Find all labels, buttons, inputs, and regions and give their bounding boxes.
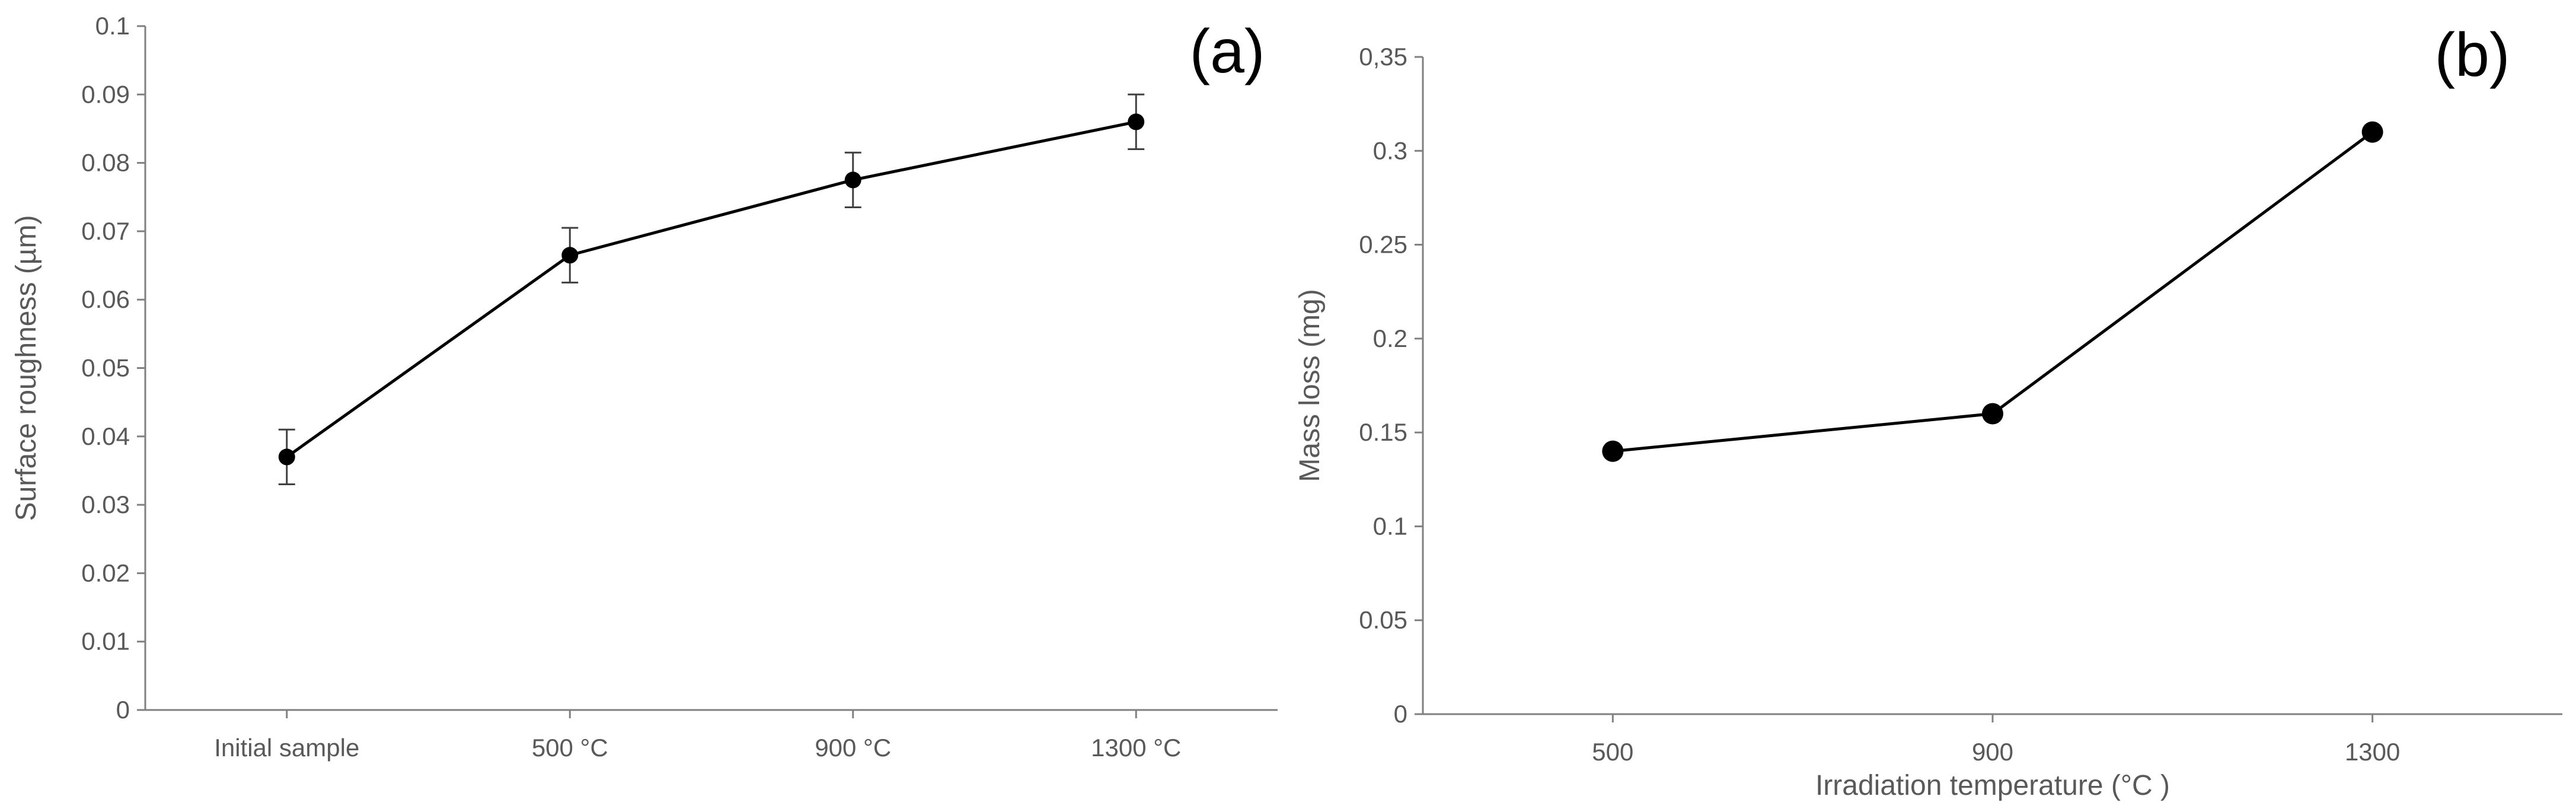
- y-axis-title: Surface roughness (µm): [11, 215, 42, 521]
- y-tick-label: 0,35: [1359, 43, 1407, 71]
- x-axis-title: Irradiation temperature (°C ): [1815, 770, 2170, 801]
- y-tick-label: 0.07: [81, 217, 130, 245]
- x-tick-label: 900 °C: [815, 734, 891, 762]
- data-point: [844, 171, 861, 189]
- y-tick-label: 0.15: [1359, 418, 1407, 446]
- y-tick-label: 0.05: [81, 354, 130, 382]
- y-tick-label: 0.1: [1373, 512, 1407, 540]
- data-point: [1128, 113, 1145, 130]
- panel-label: (a): [1189, 17, 1265, 86]
- y-tick-label: 0: [116, 696, 130, 724]
- y-tick-label: 0.2: [1373, 324, 1407, 352]
- y-tick-label: 0.01: [81, 628, 130, 655]
- chart-panel-a: 0 0.01 0.02 0.03 0.04 0.05 0.06 0.07 0.08 0.09 0.1…: [11, 12, 1278, 762]
- data-point: [2361, 121, 2383, 143]
- x-tick-label: 500: [1592, 738, 1633, 766]
- y-axis-title: Mass loss (mg): [1294, 289, 1326, 482]
- y-tick-label: 0.09: [81, 80, 130, 108]
- y-tick-label: 0.06: [81, 285, 130, 313]
- y-tick-label: 0.05: [1359, 606, 1407, 634]
- y-tick-label: 0.04: [81, 422, 130, 450]
- chart-panel-b: 0 0.05 0.1 0.15 0.2 0.25 0.3 0,35 500 900 1300 Mass…: [1294, 21, 2562, 801]
- x-tick-label: 900: [1972, 738, 2013, 766]
- y-tick-label: 0.1: [95, 12, 130, 40]
- x-tick-label: Initial sample: [214, 734, 359, 762]
- panel-label: (b): [2434, 21, 2510, 90]
- data-point: [1982, 403, 2003, 425]
- y-tick-label: 0.25: [1359, 231, 1407, 259]
- data-point: [1602, 440, 1624, 462]
- x-tick-label: 1300: [2345, 738, 2400, 766]
- y-tick-label: 0.08: [81, 149, 130, 177]
- y-tick-label: 0.02: [81, 559, 130, 587]
- data-point: [278, 448, 295, 466]
- x-tick-label: 500 °C: [532, 734, 608, 762]
- y-tick-label: 0.3: [1373, 136, 1407, 164]
- data-point: [561, 247, 579, 264]
- x-tick-label: 1300 °C: [1091, 734, 1181, 762]
- y-tick-label: 0.03: [81, 491, 130, 518]
- y-tick-label: 0: [1394, 700, 1407, 728]
- series-line: [286, 120, 1137, 458]
